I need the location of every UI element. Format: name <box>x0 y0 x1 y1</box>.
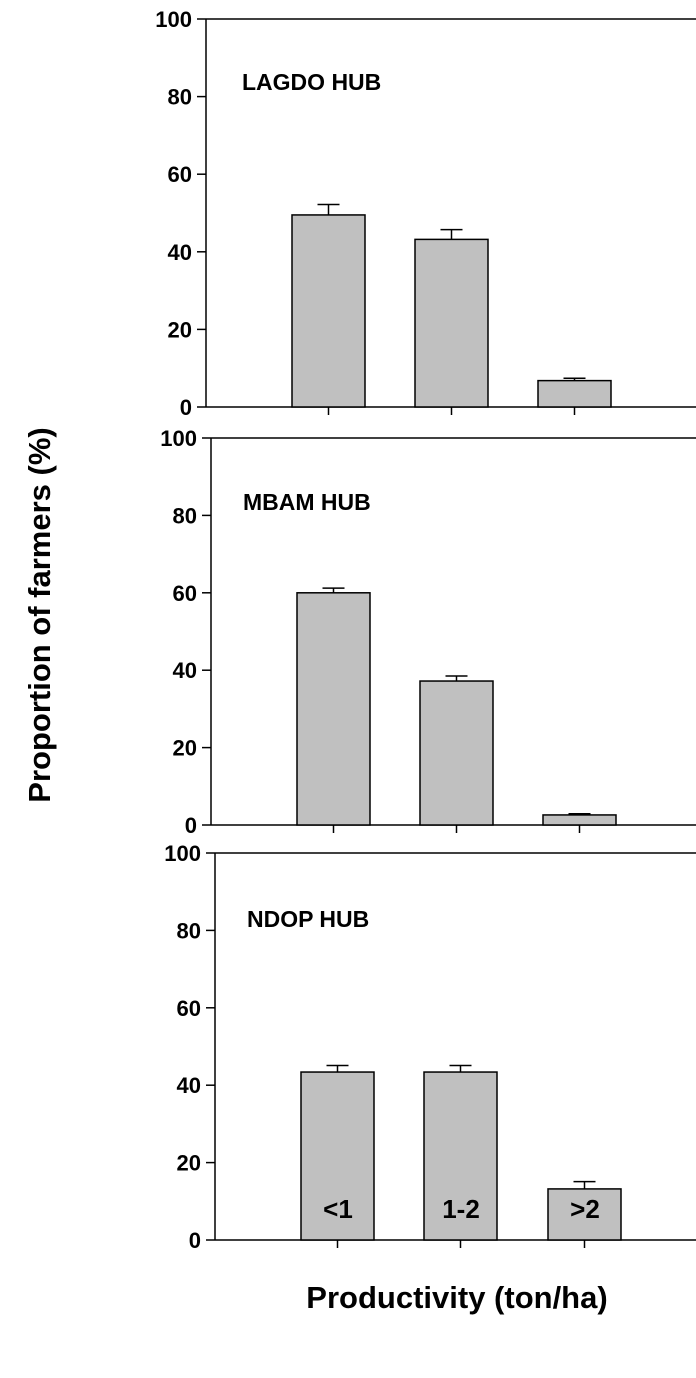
bar-0 <box>300 1071 375 1241</box>
y-tick-label: 20 <box>177 1151 201 1176</box>
x-axis-tick-labels: <1 1-2 >2 <box>323 1194 600 1224</box>
panel-0: 0 20 40 60 80 100 LAGDO HUB <box>155 7 696 420</box>
y-tick-label: 100 <box>164 841 201 866</box>
y-tick-label: 60 <box>177 996 201 1021</box>
y-tick-label: 80 <box>177 918 201 943</box>
x-tick-label-0: <1 <box>323 1194 353 1224</box>
y-tick-label: 40 <box>173 658 197 683</box>
y-tick-label: 40 <box>177 1073 201 1098</box>
y-tick-label: 0 <box>180 395 192 420</box>
panel-label: LAGDO HUB <box>242 69 381 95</box>
y-tick-label: 60 <box>168 162 192 187</box>
panels: 0 20 40 60 80 100 LAGDO HUB 0 20 40 60 80 100 MBAM HU… <box>155 7 696 1253</box>
y-tick-label: 80 <box>168 85 192 110</box>
y-tick-label: 60 <box>173 581 197 606</box>
bar-1 <box>414 238 489 408</box>
y-tick-label: 100 <box>160 426 197 451</box>
x-axis-title: Productivity (ton/ha) <box>306 1280 607 1315</box>
panel-label: MBAM HUB <box>243 489 371 515</box>
bar-0 <box>291 214 366 408</box>
panel-2: 0 20 40 60 80 100 NDOP HUB <box>164 841 696 1253</box>
y-tick-label: 0 <box>185 813 197 838</box>
y-tick-label: 40 <box>168 240 192 265</box>
x-tick-label-2: >2 <box>570 1194 600 1224</box>
y-tick-label: 80 <box>173 503 197 528</box>
panel-1: 0 20 40 60 80 100 MBAM HUB <box>160 426 696 838</box>
bar-1 <box>419 680 494 826</box>
x-tick-label-1: 1-2 <box>442 1194 480 1224</box>
bar-0 <box>296 592 371 826</box>
bar-2 <box>537 379 612 408</box>
bar-2 <box>547 1188 622 1241</box>
y-tick-label: 100 <box>155 7 192 32</box>
y-tick-label: 20 <box>168 317 192 342</box>
bar-2 <box>542 814 617 826</box>
y-axis-title: Proportion of farmers (%) <box>22 427 57 802</box>
y-tick-label: 0 <box>189 1228 201 1253</box>
y-tick-label: 20 <box>173 736 197 761</box>
panel-label: NDOP HUB <box>247 906 369 932</box>
